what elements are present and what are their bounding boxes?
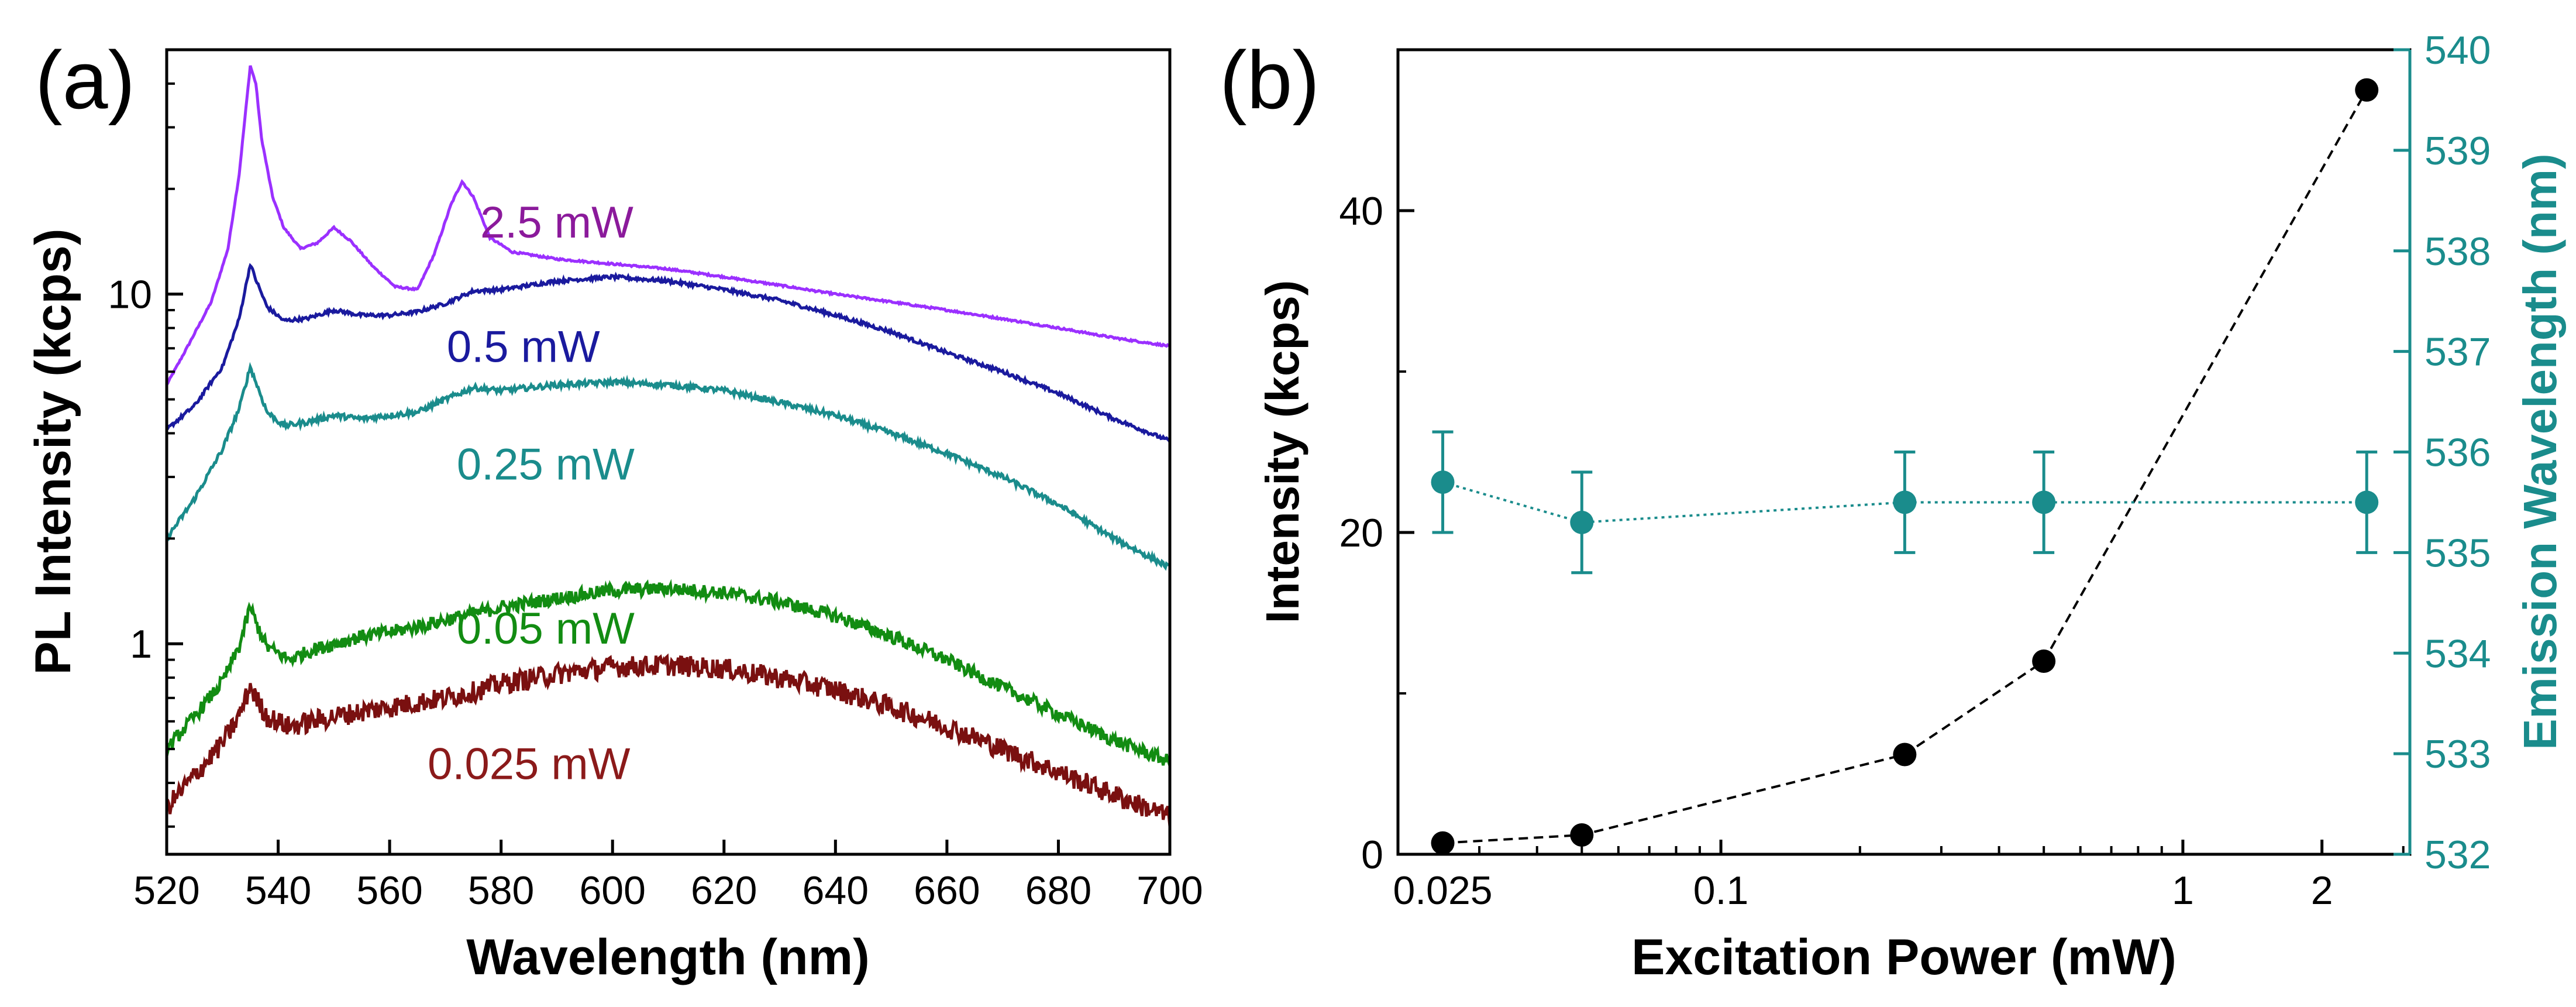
x-tick-label: 600	[579, 868, 645, 913]
y2-tick-label: 536	[2425, 431, 2491, 475]
x-tick-label: 2	[2311, 868, 2333, 913]
series-label-0-25-mw: 0.25 mW	[457, 439, 635, 489]
data-point-emission-wavelength	[1570, 510, 1594, 534]
panel-a-curves	[165, 65, 1172, 827]
data-point-intensity	[2032, 649, 2056, 673]
series-label-2-5-mw: 2.5 mW	[480, 198, 633, 248]
data-point-emission-wavelength	[2355, 490, 2379, 514]
y-tick-label: 10	[108, 273, 152, 317]
panel-a-y-axis-label: PL Intensity (kcps)	[25, 228, 81, 675]
series-label-0-05-mw: 0.05 mW	[457, 604, 635, 654]
panel-b-y2-axis-label: Emission Wavelength (nm)	[2514, 153, 2566, 750]
y2-tick-label: 532	[2425, 833, 2491, 877]
panel-b: (b) 0.025 0.1 1 202040532533534535536537538…	[1220, 28, 2566, 985]
y-tick-label: 40	[1339, 189, 1383, 233]
x-tick-label: 660	[914, 868, 980, 913]
x-tick-label: 580	[468, 868, 534, 913]
panel-b-series	[1431, 78, 2379, 855]
spectrum-0-025-mw	[166, 653, 1172, 827]
series-label-0-025-mw: 0.025 mW	[428, 740, 631, 789]
y2-tick-label: 533	[2425, 732, 2491, 776]
series-label-0-5-mw: 0.5 mW	[447, 322, 600, 372]
x-tick-label: 560	[356, 868, 422, 913]
panel-a-label: (a)	[35, 34, 135, 126]
y-tick-label: 1	[130, 622, 152, 666]
x-tick-label: 680	[1025, 868, 1091, 913]
spectrum-2-5-mw	[166, 65, 1170, 386]
spectrum-0-05-mw	[165, 579, 1172, 767]
panel-a-x-axis-label: Wavelength (nm)	[466, 929, 870, 985]
data-point-intensity	[2355, 78, 2379, 102]
data-point-intensity	[1893, 743, 1917, 767]
data-point-emission-wavelength	[2032, 490, 2056, 514]
panel-b-x-axis-label: Excitation Power (mW)	[1631, 929, 2176, 985]
panel-b-y-axis-label: Intensity (kcps)	[1256, 280, 1308, 624]
panel-b-axes: 0.025 0.1 1 2020405325335345355365375385395…	[1339, 28, 2491, 913]
x-tick-label: 620	[691, 868, 757, 913]
x-tick-label: 540	[245, 868, 311, 913]
data-point-emission-wavelength	[1893, 490, 1917, 514]
panel-a-axes: 520 540 560 580 600 620 640 660 680 700 1 10	[108, 82, 1203, 913]
y2-tick-label: 535	[2425, 531, 2491, 575]
x-tick-label: 0.025	[1393, 868, 1492, 913]
x-tick-label: 700	[1137, 868, 1203, 913]
panel-b-label: (b)	[1220, 34, 1320, 126]
panel-a-plot-frame	[165, 48, 1172, 856]
spectrum-0-5-mw	[166, 263, 1172, 443]
y2-tick-label: 539	[2425, 129, 2491, 173]
data-point-intensity	[1570, 823, 1594, 847]
panel-a: (a) 2.5 mW 0.5 mW 0.25 mW 0.05 mW 0.025 mW 5…	[25, 34, 1203, 985]
data-point-emission-wavelength	[1431, 470, 1455, 494]
panel-a-series-labels: 2.5 mW 0.5 mW 0.25 mW 0.05 mW 0.025 mW	[428, 198, 635, 789]
y2-tick-label: 534	[2425, 631, 2491, 676]
x-tick-label: 0.1	[1693, 868, 1749, 913]
spectrum-0-25-mw	[166, 362, 1170, 571]
y2-tick-label: 540	[2425, 28, 2491, 73]
y2-tick-label: 537	[2425, 330, 2491, 374]
x-tick-label: 520	[133, 868, 199, 913]
x-tick-label: 1	[2172, 868, 2194, 913]
y-tick-label: 0	[1361, 833, 1383, 877]
y-tick-label: 20	[1339, 511, 1383, 555]
y2-tick-label: 538	[2425, 229, 2491, 274]
x-tick-label: 640	[803, 868, 869, 913]
